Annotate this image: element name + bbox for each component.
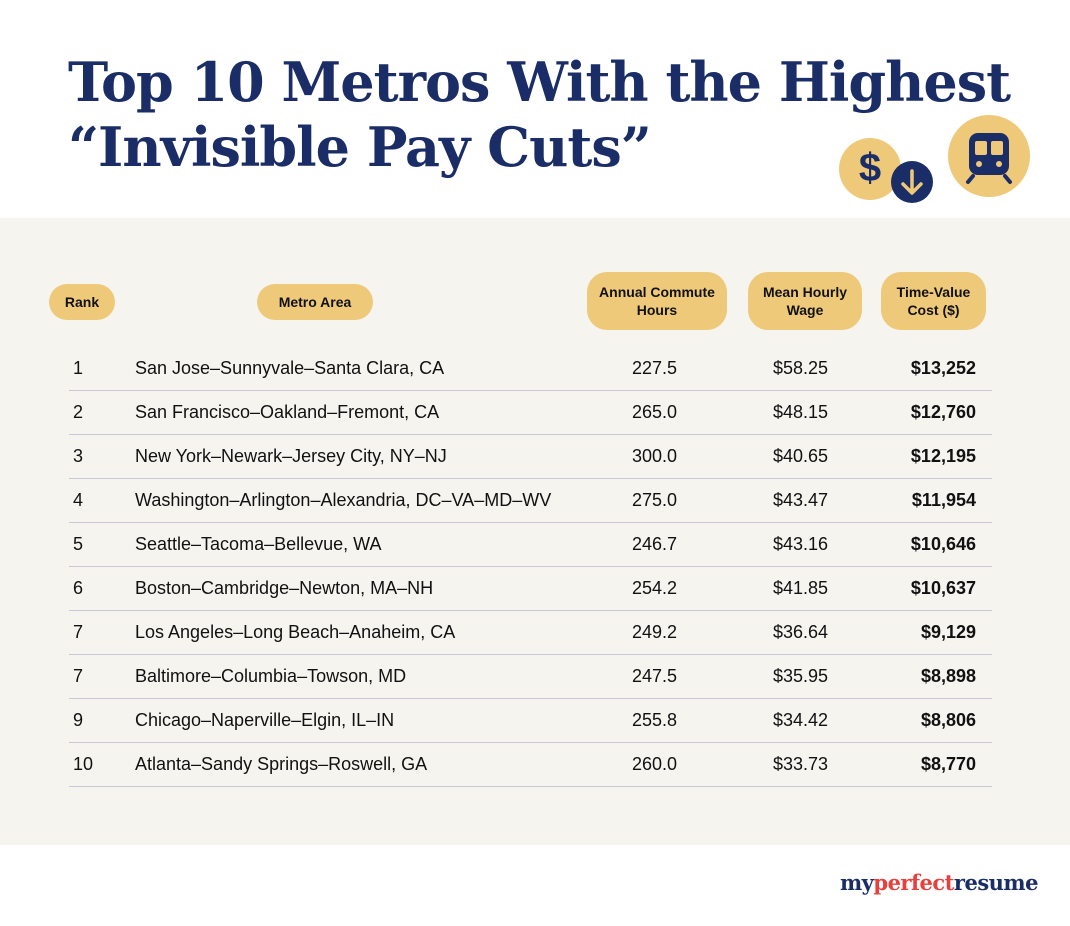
table-cell: 254.2 <box>632 578 678 598</box>
row-divider <box>69 654 992 655</box>
table-cell: Boston–Cambridge–Newton, MA–NH <box>135 578 434 598</box>
table-cell: 9 <box>73 710 84 730</box>
row-divider <box>69 566 992 567</box>
column-header: Time-Value Cost ($) <box>881 272 986 330</box>
down-arrow-icon <box>891 161 933 203</box>
table-cell: Seattle–Tacoma–Bellevue, WA <box>135 534 382 554</box>
table-cell: 1 <box>73 358 84 378</box>
train-icon <box>948 115 1030 197</box>
row-divider <box>69 434 992 435</box>
row-divider <box>69 478 992 479</box>
table-cell: Los Angeles–Long Beach–Anaheim, CA <box>135 622 456 642</box>
table-cell: 275.0 <box>632 490 678 510</box>
table-cell: 7 <box>73 666 84 686</box>
table-cell: Chicago–Naperville–Elgin, IL–IN <box>135 710 395 730</box>
title-line: Top 10 Metros With the Highest <box>68 50 1011 114</box>
column-header: Annual Commute Hours <box>587 272 727 330</box>
table-cell: $40.65 <box>773 446 829 466</box>
table-cell: $12,195 <box>910 446 976 466</box>
table-cell: $48.15 <box>773 402 829 422</box>
table-cell: $43.47 <box>773 490 829 510</box>
table-cell: 6 <box>73 578 84 598</box>
table-cell: New York–Newark–Jersey City, NY–NJ <box>135 446 447 466</box>
table-cell: $41.85 <box>773 578 829 598</box>
table-cell: $36.64 <box>773 622 829 642</box>
currency-symbol: $ <box>858 146 882 190</box>
table-cell: 265.0 <box>632 402 678 422</box>
brand-part: my <box>839 870 874 895</box>
row-divider <box>69 610 992 611</box>
table-cell: $8,770 <box>920 754 976 774</box>
table-cell: 247.5 <box>632 666 678 686</box>
table-cell: 5 <box>73 534 84 554</box>
table-cell: San Francisco–Oakland–Fremont, CA <box>135 402 440 422</box>
column-header: Rank <box>49 284 115 320</box>
table-cell: 4 <box>73 490 84 510</box>
brand-part: resume <box>953 870 1039 895</box>
table-cell: San Jose–Sunnyvale–Santa Clara, CA <box>135 358 445 378</box>
table-cell: $58.25 <box>773 358 829 378</box>
table-cell: 300.0 <box>632 446 678 466</box>
table-cell: $43.16 <box>773 534 829 554</box>
row-divider <box>69 742 992 743</box>
table-cell: $8,898 <box>920 666 976 686</box>
column-header: Metro Area <box>257 284 373 320</box>
table-cell: 10 <box>73 754 94 774</box>
table-cell: 246.7 <box>632 534 678 554</box>
table-cell: 7 <box>73 622 84 642</box>
table-cell: $12,760 <box>910 402 976 422</box>
row-divider <box>69 390 992 391</box>
table-cell: $10,646 <box>910 534 976 554</box>
table-cell: $34.42 <box>773 710 829 730</box>
row-divider <box>69 522 992 523</box>
column-header: Mean Hourly Wage <box>748 272 862 330</box>
table-cell: 3 <box>73 446 84 466</box>
table-cell: Baltimore–Columbia–Towson, MD <box>135 666 407 686</box>
title-line: “Invisible Pay Cuts” <box>68 115 652 179</box>
table-cell: $8,806 <box>920 710 976 730</box>
table-cell: Atlanta–Sandy Springs–Roswell, GA <box>135 754 428 774</box>
table-cell: $9,129 <box>920 622 976 642</box>
row-divider <box>69 698 992 699</box>
table-cell: 2 <box>73 402 84 422</box>
table-cell: 249.2 <box>632 622 678 642</box>
table-cell: 255.8 <box>632 710 678 730</box>
table-cell: $33.73 <box>773 754 829 774</box>
brand-part: perfect <box>873 870 954 895</box>
brand-logo: myperfectresume <box>839 870 1039 895</box>
row-divider <box>69 786 992 787</box>
table-cell: $35.95 <box>773 666 829 686</box>
table-cell: Washington–Arlington–Alexandria, DC–VA–M… <box>135 490 552 510</box>
table-cell: 260.0 <box>632 754 678 774</box>
table-cell: $13,252 <box>910 358 976 378</box>
currency-icon: $ <box>839 138 901 200</box>
table-cell: 227.5 <box>632 358 678 378</box>
table-cell: $10,637 <box>910 578 976 598</box>
table-cell: $11,954 <box>911 490 976 510</box>
